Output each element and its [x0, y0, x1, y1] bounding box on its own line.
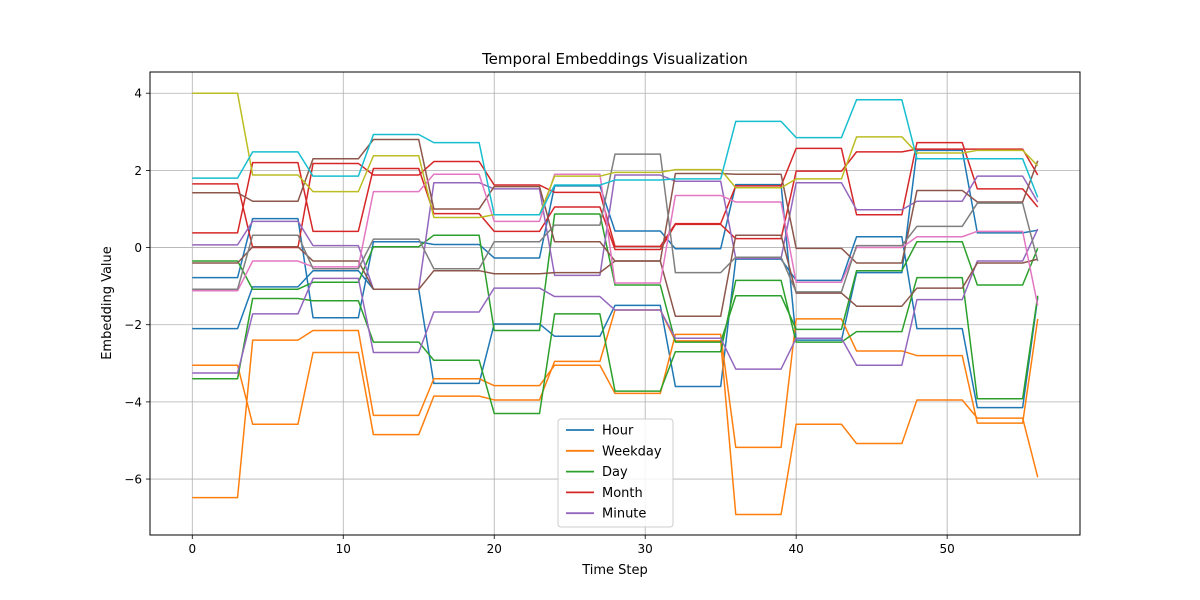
- series-line-6: [192, 213, 1039, 343]
- series-line-7: [192, 141, 1039, 249]
- series-line-16: [192, 99, 1039, 216]
- y-axis-ticks: −6 −4 −2 0 2 4: [124, 87, 150, 487]
- y-tick-label: 4: [134, 87, 142, 101]
- plot-area-frame: [149, 71, 1081, 536]
- y-tick-label: −2: [124, 318, 142, 332]
- y-tick-label: −4: [124, 395, 142, 409]
- legend-box: [557, 418, 674, 528]
- series-line-5: [192, 276, 1039, 415]
- legend: Hour Weekday Day Month Minute: [557, 418, 674, 528]
- series-line-14: [192, 153, 1039, 293]
- x-tick-label: 50: [940, 542, 955, 556]
- series-line-1: [192, 149, 1038, 341]
- plot-lines: [192, 92, 1039, 516]
- x-axis-ticks: 0 10 20 30 40 50: [188, 535, 955, 556]
- legend-label: Weekday: [602, 444, 662, 459]
- x-axis-label: Time Step: [581, 563, 648, 578]
- legend-label: Month: [602, 486, 643, 501]
- series-line-12: [192, 234, 1038, 317]
- x-tick-label: 10: [336, 542, 351, 556]
- y-tick-label: −6: [124, 473, 142, 487]
- legend-label: Day: [602, 465, 628, 480]
- y-axis-label: Embedding Value: [100, 246, 115, 360]
- chart-title: Temporal Embeddings Visualization: [481, 50, 748, 68]
- y-tick-label: 2: [134, 164, 142, 178]
- series-line-2: [192, 236, 1039, 409]
- x-tick-label: 20: [487, 542, 502, 556]
- y-tick-label: 0: [134, 241, 142, 255]
- series-line-3: [192, 318, 1039, 499]
- x-tick-label: 30: [638, 542, 653, 556]
- series-line-15: [192, 92, 1039, 219]
- series-line-13: [192, 173, 1039, 306]
- series-line-10: [192, 174, 1039, 290]
- x-tick-label: 40: [789, 542, 804, 556]
- legend-label: Hour: [602, 424, 634, 439]
- legend-label: Minute: [602, 507, 646, 522]
- series-line-8: [192, 148, 1039, 251]
- x-tick-label: 0: [188, 542, 196, 556]
- series-line-9: [192, 228, 1039, 374]
